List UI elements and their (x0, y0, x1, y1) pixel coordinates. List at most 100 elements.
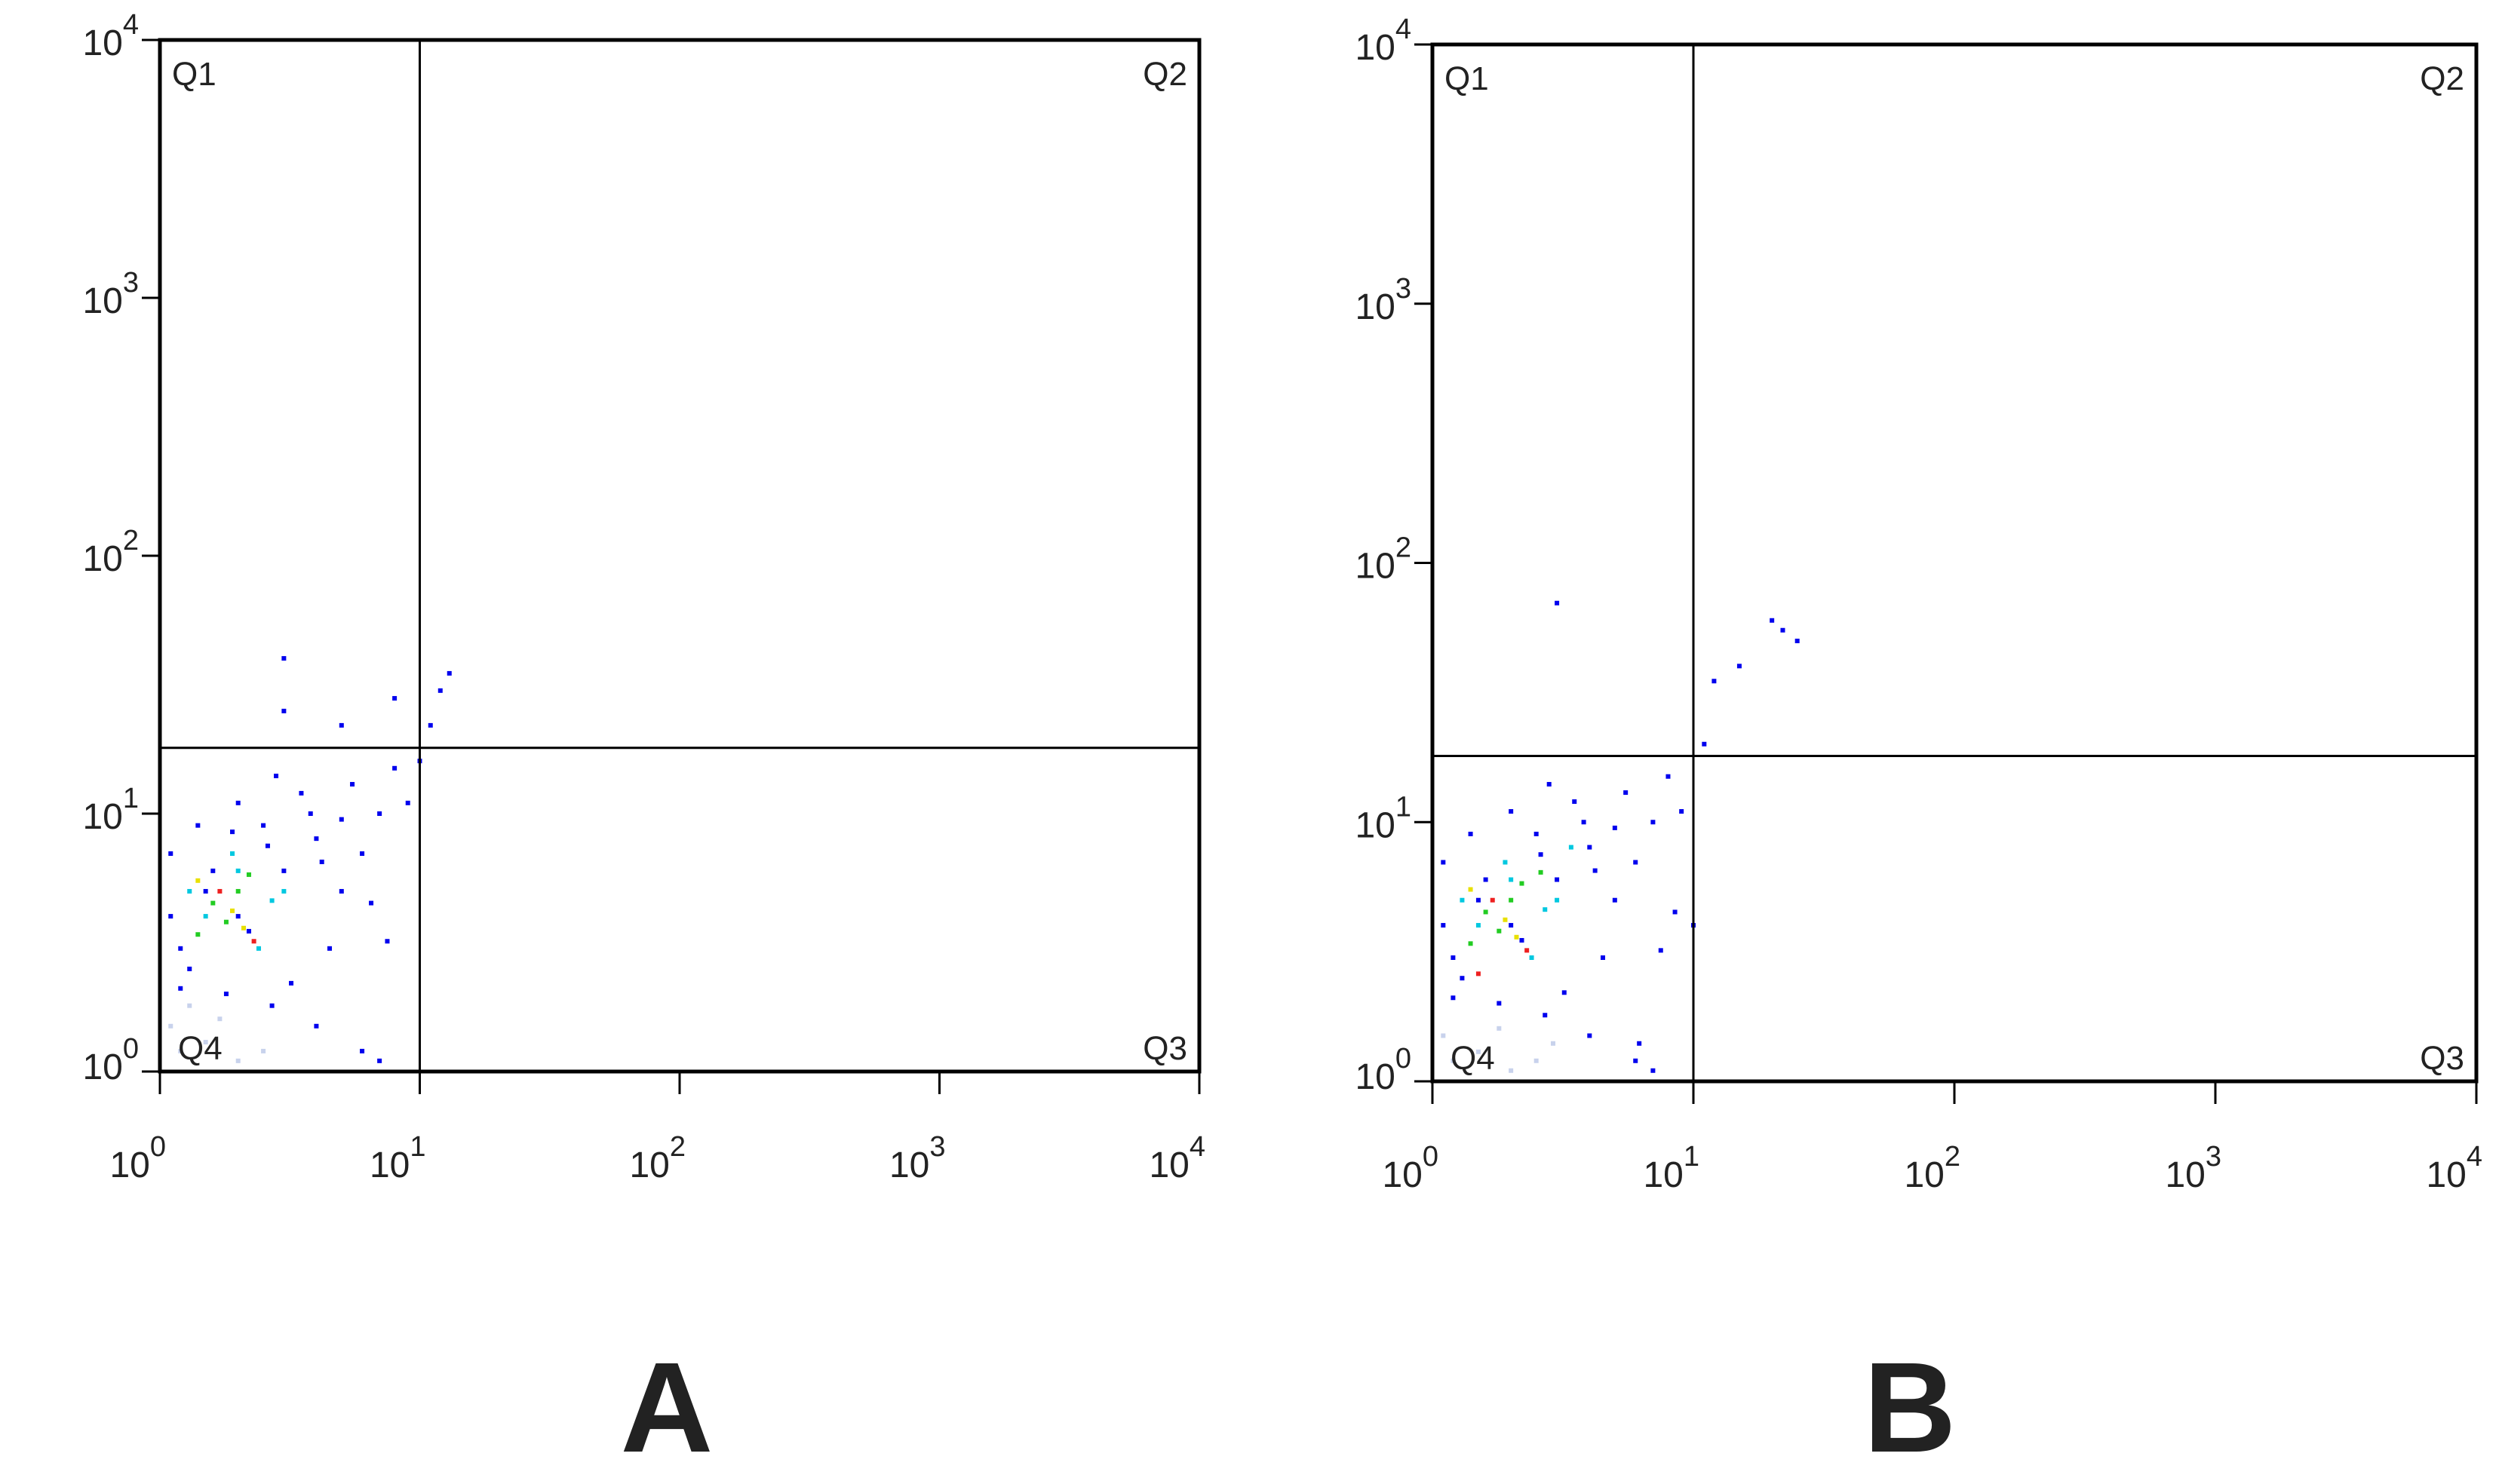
data-point (217, 1016, 223, 1022)
data-point (210, 868, 216, 873)
y-tick-label: 104 (82, 9, 139, 63)
data-point (261, 1048, 266, 1053)
panel-label: B (1864, 1336, 1957, 1479)
x-tick-label: 104 (1149, 1131, 1205, 1185)
x-tick-label-exponent: 4 (2467, 1141, 2482, 1173)
data-point (1451, 1058, 1456, 1063)
y-tick-label: 103 (1355, 273, 1411, 327)
data-point (195, 823, 201, 828)
plot-frame (158, 38, 1202, 1074)
panel-label: A (621, 1336, 714, 1479)
y-tick-label: 102 (82, 525, 139, 579)
x-tick-label: 101 (1643, 1141, 1699, 1195)
x-tick-label-exponent: 0 (150, 1131, 166, 1163)
data-point (299, 790, 304, 796)
data-point (1679, 809, 1684, 814)
x-tick-label: 100 (1382, 1141, 1438, 1195)
data-point (1672, 909, 1678, 915)
data-point (223, 919, 229, 924)
data-point (178, 946, 183, 951)
data-point (1546, 782, 1552, 787)
data-point (1601, 955, 1606, 960)
data-point (1497, 928, 1502, 934)
y-tick-label-exponent: 4 (123, 9, 139, 41)
quadrant-label: Q1 (1444, 60, 1489, 97)
data-point (281, 656, 287, 661)
data-point (1555, 877, 1560, 882)
data-point (241, 925, 247, 931)
x-tick-label-exponent: 2 (1945, 1141, 1960, 1173)
x-tick-label-exponent: 3 (929, 1131, 945, 1163)
data-point (1612, 825, 1617, 830)
data-point (319, 859, 324, 864)
data-point (385, 939, 390, 944)
data-point (168, 851, 173, 856)
data-point (405, 800, 410, 805)
y-tick-label-base: 10 (82, 1047, 122, 1087)
data-point (1555, 600, 1560, 606)
plot-frame (1430, 42, 2479, 1084)
x-tick-label-exponent: 2 (670, 1131, 686, 1163)
data-point (230, 829, 235, 835)
data-point (1451, 955, 1456, 960)
data-point (168, 914, 173, 919)
data-point (203, 888, 208, 894)
data-point (1468, 831, 1473, 836)
data-point (1538, 869, 1543, 875)
y-tick-label-exponent: 1 (1395, 791, 1411, 823)
y-tick-label-base: 10 (1355, 28, 1395, 68)
x-tick-label-exponent: 4 (1190, 1131, 1205, 1163)
data-point (269, 898, 275, 903)
data-point (1519, 881, 1524, 886)
data-point (1514, 934, 1519, 940)
data-point (187, 1003, 192, 1008)
data-point (360, 851, 365, 856)
data-point (1441, 923, 1446, 928)
data-point (1497, 1001, 1502, 1006)
x-tick-label: 104 (2426, 1141, 2482, 1195)
data-point (261, 823, 266, 828)
data-point (308, 811, 313, 816)
data-point (187, 888, 192, 894)
y-tick-label-base: 10 (82, 539, 122, 579)
x-tick-label-base: 10 (1904, 1155, 1944, 1195)
data-point (1460, 897, 1465, 903)
data-point (1623, 790, 1629, 796)
y-tick-label-exponent: 0 (123, 1033, 139, 1065)
data-point (1592, 868, 1598, 873)
data-point (230, 851, 235, 856)
data-point (246, 872, 251, 877)
y-tick-label: 102 (1355, 532, 1411, 587)
y-tick-label-exponent: 3 (123, 267, 139, 299)
data-point (428, 722, 433, 728)
data-point (1770, 618, 1775, 623)
data-point (1475, 923, 1481, 928)
y-tick-label-base: 10 (1355, 805, 1395, 845)
x-tick-label-base: 10 (2426, 1155, 2466, 1195)
data-point (269, 1003, 275, 1008)
y-tick-label: 101 (82, 783, 139, 837)
data-point (1441, 860, 1446, 865)
data-point (1633, 1058, 1638, 1063)
data-point (230, 908, 235, 913)
data-point (1637, 1041, 1642, 1046)
x-tick-label-exponent: 3 (2206, 1141, 2221, 1173)
data-point (437, 688, 443, 693)
data-point (1555, 897, 1560, 903)
x-tick-label-exponent: 1 (1684, 1141, 1699, 1173)
data-point (1509, 809, 1514, 814)
data-point (1509, 1068, 1514, 1073)
data-point (274, 774, 279, 779)
data-point (1702, 741, 1707, 747)
y-tick-label-exponent: 3 (1395, 273, 1411, 305)
data-point (168, 1023, 173, 1029)
data-point (377, 811, 382, 816)
y-tick-label-exponent: 0 (1395, 1043, 1411, 1075)
data-point (1568, 845, 1573, 850)
quadrant-label: Q3 (1143, 1030, 1187, 1067)
y-tick-label-base: 10 (1355, 547, 1395, 587)
data-point (314, 1023, 319, 1029)
data-point (235, 800, 241, 805)
x-tick-label: 103 (889, 1131, 946, 1185)
